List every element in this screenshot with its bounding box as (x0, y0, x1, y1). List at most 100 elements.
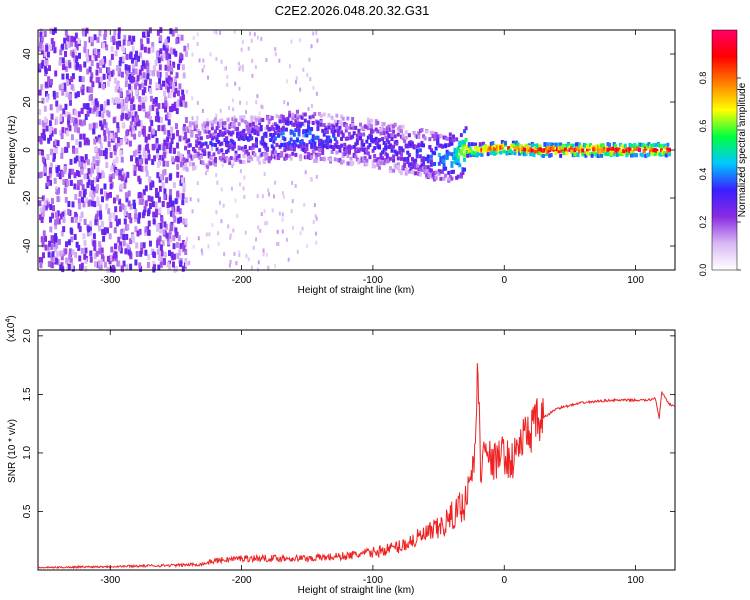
spectrogram-cell (74, 40, 78, 47)
spectrogram-cell (321, 147, 325, 152)
spectrogram-cell (211, 222, 214, 227)
spectrogram-cell (238, 253, 241, 258)
spectrogram-cell (86, 110, 90, 117)
spectrogram-cell (111, 35, 115, 42)
spectrogram-cell (294, 118, 298, 123)
spectrogram-cell (288, 146, 292, 151)
spectrogram-cell (66, 180, 70, 187)
spectrogram-cell (319, 138, 323, 143)
spectrogram-cell (79, 179, 83, 186)
spectrogram-cell (321, 150, 325, 155)
spectrogram-cell (91, 81, 95, 88)
spectrogram-cell (305, 133, 309, 138)
spectrogram-cell (310, 152, 314, 157)
spectrogram-cell (368, 124, 372, 129)
spectrogram-cell (486, 145, 490, 150)
spectrogram-cell (426, 154, 430, 159)
spectrogram-cell (196, 100, 199, 105)
spectrogram-cell (243, 145, 247, 150)
spectrogram-cell (221, 153, 225, 158)
spectrogram-cell (128, 213, 132, 220)
spectrogram-cell (384, 135, 388, 140)
spectrogram-cell (322, 112, 326, 117)
spectrogram-cell (157, 116, 161, 123)
spectrogram-cell (136, 213, 140, 220)
spectrogram-cell (229, 138, 233, 143)
spectrogram-cell (137, 130, 141, 137)
spectrogram-cell (633, 146, 637, 151)
spectrogram-cell (104, 122, 108, 129)
spectrogram-cell (84, 258, 88, 265)
spectrogram-cell (77, 222, 81, 229)
spectrogram-cell (399, 171, 403, 176)
spectrogram-cell (567, 142, 571, 147)
spectrogram-cell (223, 159, 227, 164)
spectrogram-cell (321, 140, 325, 145)
spectrogram-cell (264, 131, 268, 136)
spectrogram-cell (197, 236, 200, 241)
spectrogram-cell (84, 154, 88, 161)
spectrogram-cell (132, 128, 136, 135)
spectrogram-cell (428, 145, 432, 150)
spectrogram-cell (260, 104, 263, 109)
spectrogram-cell (161, 240, 165, 247)
spectrogram-cell (86, 182, 90, 189)
spectrogram-cell (667, 150, 671, 155)
spectrogram-cell (108, 233, 112, 240)
spectrogram-cell (74, 32, 78, 39)
spectrogram-cell (595, 145, 599, 150)
spectrogram-cell (153, 264, 157, 271)
spectrogram-cell (193, 165, 197, 170)
spectrogram-cell (137, 217, 141, 224)
spectrogram-cell (340, 114, 344, 119)
spectrogram-cell (329, 157, 333, 162)
spectrogram-cell (62, 249, 66, 256)
spectrogram-cell (447, 143, 451, 148)
spectrogram-cell (166, 112, 170, 119)
spectrogram-cell (172, 234, 176, 241)
spectrogram-cell (138, 212, 142, 219)
spectrogram-cell (198, 155, 202, 160)
spectrogram-cell (379, 127, 383, 132)
colorbar: 0.00.20.40.60.8 Normalized spectral ampl… (698, 29, 748, 276)
spectrogram-cell (284, 155, 288, 160)
spectrogram-cell (184, 162, 188, 167)
spectrogram-cell (335, 150, 339, 155)
spectrogram-cell (373, 158, 377, 163)
spectrogram-cell (637, 142, 641, 147)
spectrogram-cell (74, 211, 78, 218)
spectrogram-cell (126, 224, 130, 231)
snr-y-ticks: 0.51.01.52.0 (22, 328, 675, 518)
spectrogram-cell (73, 233, 77, 240)
spectrogram-cell (190, 130, 194, 135)
spectrogram-cell (148, 202, 152, 209)
spectrogram-cell (99, 60, 103, 67)
spectrogram-cell (247, 126, 251, 131)
spectrogram-cell (417, 134, 421, 139)
spectrogram-cell (549, 147, 553, 152)
spectrogram-cell (232, 115, 236, 120)
spectrogram-cell (442, 162, 446, 167)
spectrogram-cell (393, 134, 397, 139)
spectrogram-cell (87, 168, 91, 175)
spectrogram-cell (330, 123, 334, 128)
spectrogram-cell (93, 177, 97, 184)
spectrogram-cell (290, 209, 293, 214)
spectrogram-cell (151, 132, 155, 139)
spectrogram-cell (169, 80, 173, 87)
spectrogram-cell (264, 142, 268, 147)
spectrogram-cell (96, 172, 100, 179)
spectrogram-cell (95, 250, 99, 257)
spectrogram-cell (480, 152, 484, 157)
spectrogram-cell (114, 251, 118, 258)
spectrogram-cell (209, 52, 212, 57)
spectrogram-cell (171, 261, 175, 268)
spectrogram-cell (392, 129, 396, 134)
spectrogram-cell (56, 188, 60, 195)
spectrogram-cell (163, 221, 167, 228)
spectrogram-cell (315, 139, 318, 144)
spectrogram-cell (258, 116, 262, 121)
spectrogram-cell (69, 158, 73, 165)
spectrogram-cell (464, 137, 468, 142)
